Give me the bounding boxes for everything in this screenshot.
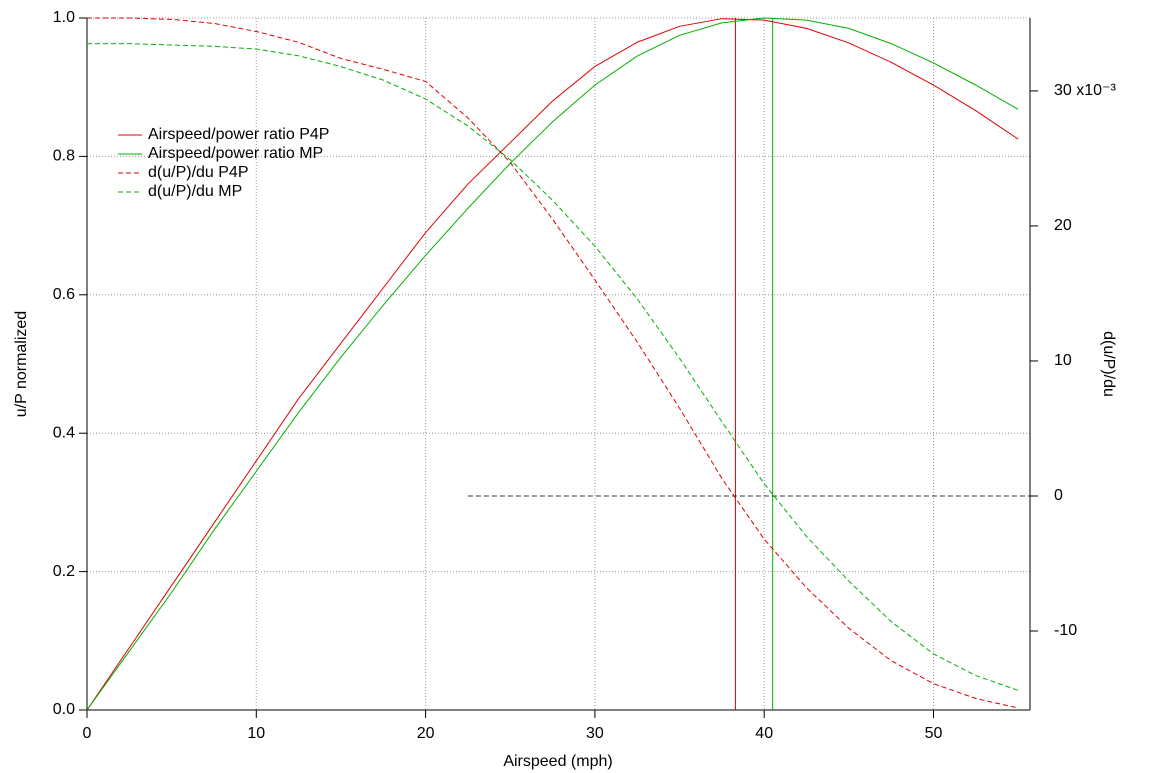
series-line (87, 17, 1019, 709)
y-tick-label: 0.0 (53, 701, 75, 718)
y-tick-label: 0.6 (53, 286, 75, 303)
x-axis-label: Airspeed (mph) (503, 753, 612, 770)
y2-tick-label: -10 (1054, 622, 1077, 639)
y-tick-label: 0.4 (53, 424, 75, 441)
y2-tick-label: 10 (1054, 352, 1072, 369)
series-line (86, 17, 1019, 711)
y2-tick-label: 20 (1054, 217, 1072, 234)
y2-axis-label: d(u/P)/du (1100, 331, 1117, 397)
legend-label: d(u/P)/du P4P (148, 164, 249, 181)
x-tick-label: 30 (586, 725, 604, 742)
y2-tick-label: 30 x10⁻³ (1054, 82, 1116, 99)
legend-label: Airspeed/power ratio P4P (148, 126, 329, 143)
y-tick-label: 0.8 (53, 148, 75, 165)
x-tick-label: 40 (755, 725, 773, 742)
series-line (86, 18, 1019, 711)
x-tick-label: 0 (83, 725, 92, 742)
x-tick-label: 20 (417, 725, 435, 742)
series-line (87, 43, 1019, 691)
legend-label: Airspeed/power ratio MP (148, 145, 323, 162)
x-tick-label: 10 (247, 725, 265, 742)
y2-tick-label: 0 (1054, 487, 1063, 504)
y-axis-label: u/P normalized (13, 311, 30, 417)
y-tick-label: 0.2 (53, 563, 75, 580)
y-tick-label: 1.0 (53, 9, 75, 26)
legend-label: d(u/P)/du MP (148, 183, 242, 200)
x-tick-label: 50 (925, 725, 943, 742)
